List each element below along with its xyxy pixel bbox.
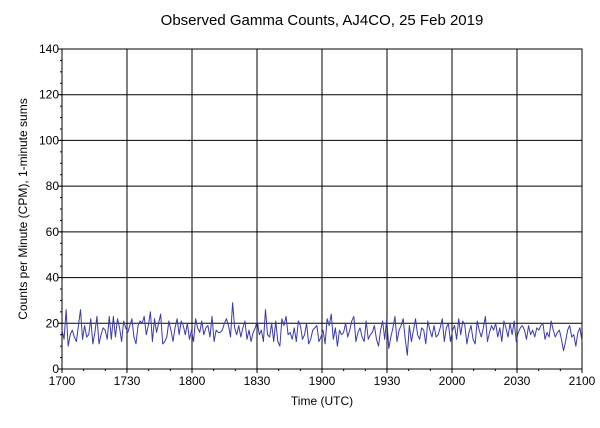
y-tick-label: 120: [39, 88, 59, 102]
x-tick-label: 1930: [374, 374, 401, 388]
y-tick-label: 60: [46, 225, 60, 239]
x-tick-label: 1830: [244, 374, 271, 388]
y-tick-label: 40: [46, 271, 60, 285]
y-axis: 0 20 40 60 80 100 120 140: [39, 42, 62, 376]
y-axis-label: Counts per Minute (CPM), 1-minute sums: [16, 98, 30, 319]
x-tick-label: 2100: [569, 374, 596, 388]
x-tick-label: 1700: [49, 374, 76, 388]
y-tick-label: 100: [39, 133, 59, 147]
x-axis-label: Time (UTC): [291, 394, 353, 408]
x-tick-label: 1800: [179, 374, 206, 388]
y-tick-label: 80: [46, 179, 60, 193]
x-tick-label: 1900: [309, 374, 336, 388]
x-tick-label: 2030: [504, 374, 531, 388]
y-tick-label: 140: [39, 42, 59, 56]
y-tick-label: 0: [52, 362, 59, 376]
chart-title: Observed Gamma Counts, AJ4CO, 25 Feb 201…: [161, 12, 484, 29]
series-line-cpm: [61, 302, 583, 356]
x-tick-label: 2000: [439, 374, 466, 388]
x-axis: 1700 1730 1800 1830 1900 1930 2000 2030 2100: [49, 369, 596, 388]
x-tick-label: 1730: [114, 374, 141, 388]
y-tick-label: 20: [46, 316, 60, 330]
series-layer: [61, 302, 583, 356]
